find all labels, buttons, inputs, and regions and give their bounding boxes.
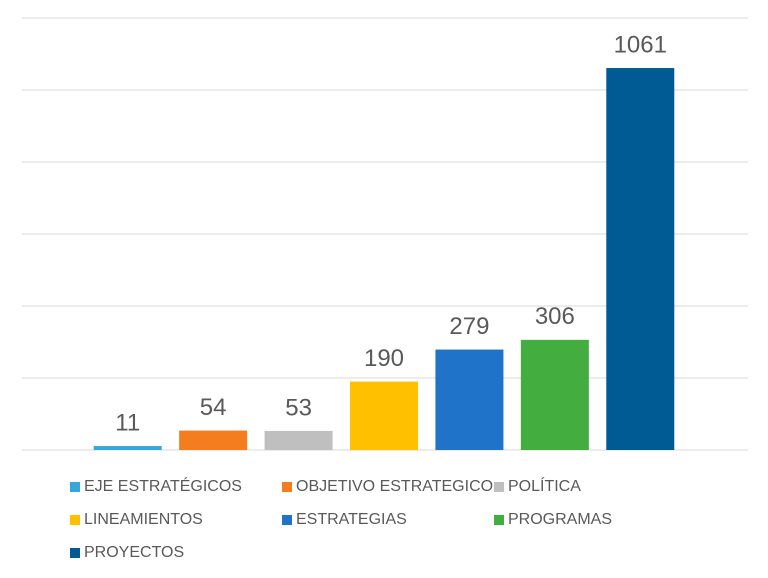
legend-marker	[282, 515, 292, 525]
legend-label: ESTRATEGIAS	[296, 511, 407, 528]
legend-label: OBJETIVO ESTRATEGICO	[296, 478, 493, 495]
data-label: 190	[364, 345, 404, 372]
legend-marker	[282, 482, 292, 492]
bar	[179, 430, 248, 450]
bar	[520, 339, 589, 450]
bar	[350, 381, 418, 450]
data-label: 53	[285, 394, 312, 421]
bar	[93, 446, 162, 450]
legend-marker	[70, 515, 80, 525]
data-label: 1061	[614, 31, 667, 58]
bar	[435, 349, 504, 450]
bar	[264, 430, 333, 450]
data-label: 279	[449, 313, 489, 340]
data-label: 11	[115, 409, 140, 436]
data-label: 54	[200, 394, 227, 421]
legend-label: LINEAMIENTOS	[84, 511, 203, 528]
legend-marker	[70, 482, 80, 492]
legend-marker	[494, 515, 504, 525]
legend-marker	[70, 548, 80, 558]
legend-marker	[494, 482, 504, 492]
bar	[606, 68, 675, 450]
legend-label: PROYECTOS	[84, 544, 184, 561]
legend-label: PROGRAMAS	[508, 511, 612, 528]
data-label: 306	[535, 303, 575, 330]
legend-label: EJE ESTRATÉGICOS	[84, 476, 242, 495]
legend-label: POLÍTICA	[508, 476, 581, 495]
